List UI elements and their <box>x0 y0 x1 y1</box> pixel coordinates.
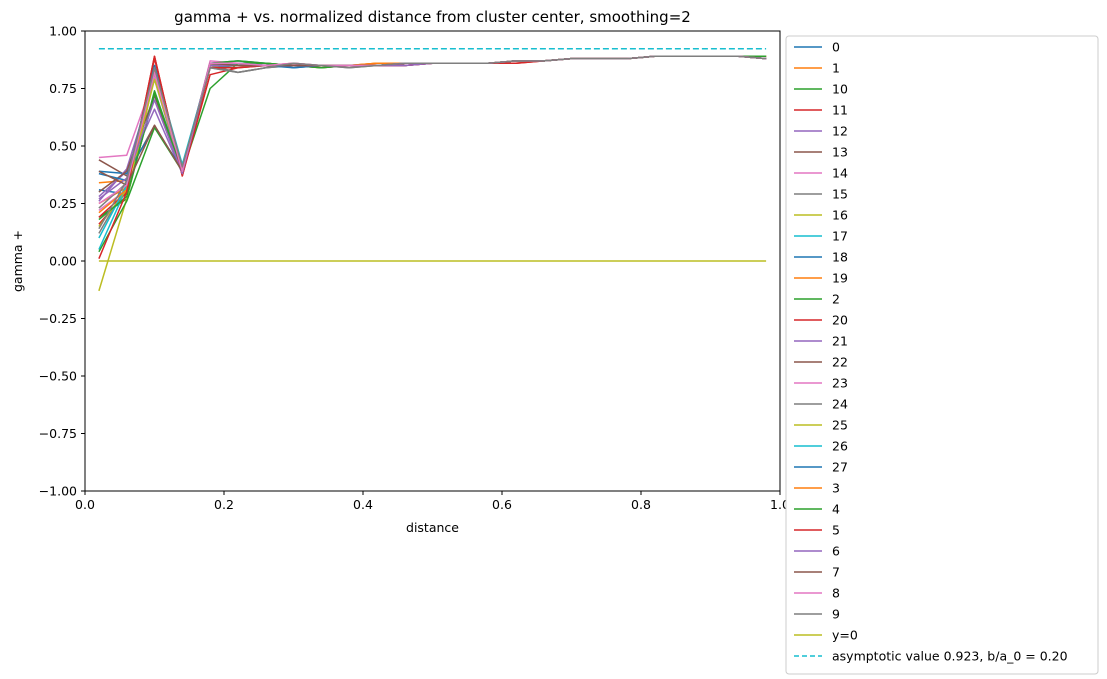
legend-entry: 22 <box>794 355 848 370</box>
legend-label: 21 <box>832 334 848 349</box>
legend-entry: y=0 <box>794 628 858 643</box>
y-tick-label: 0.00 <box>49 254 77 269</box>
legend-label: 3 <box>832 481 840 496</box>
reference-lines <box>98 47 767 262</box>
y-tick-label: −0.50 <box>39 369 77 384</box>
chart-title: gamma + vs. normalized distance from clu… <box>174 8 691 26</box>
legend-label: 8 <box>832 586 840 601</box>
y-axis-ticks: −1.00 −0.75 −0.50 −0.25 0.00 0.25 0.50 0.75 1.00 <box>39 24 85 499</box>
legend-entry: 20 <box>794 313 848 328</box>
legend-label: 19 <box>832 271 848 286</box>
legend-label: 23 <box>832 376 848 391</box>
legend-entry: 5 <box>794 523 840 538</box>
x-axis-label: distance <box>406 520 459 535</box>
legend-entry: 19 <box>794 271 848 286</box>
plot-lines <box>98 55 767 292</box>
legend-label: 24 <box>832 397 848 412</box>
legend-label: 22 <box>832 355 848 370</box>
legend-label: 15 <box>832 187 848 202</box>
x-tick-label: 0.2 <box>214 497 234 512</box>
series-line-9 <box>98 55 767 230</box>
legend-entry: 4 <box>794 502 840 517</box>
legend-label: asymptotic value 0.923, b/a_0 = 0.20 <box>832 649 1068 664</box>
legend-label: 6 <box>832 544 840 559</box>
legend: 0 1 10 11 12 13 14 15 16 17 18 19 2 20 21 22 23 24 25 26 27 3… <box>785 35 1099 675</box>
legend-entry: 2 <box>794 292 840 307</box>
legend-label: 14 <box>832 166 848 181</box>
x-tick-label: 0.0 <box>75 497 95 512</box>
y-tick-label: −0.75 <box>39 426 77 441</box>
legend-label: 26 <box>832 439 848 454</box>
legend-entry: 16 <box>794 208 848 223</box>
legend-box <box>785 35 1099 675</box>
x-tick-label: 0.8 <box>631 497 651 512</box>
legend-label: 16 <box>832 208 848 223</box>
legend-label: 7 <box>832 565 840 580</box>
x-tick-label: 0.6 <box>492 497 512 512</box>
legend-label: 20 <box>832 313 848 328</box>
legend-entry: 21 <box>794 334 848 349</box>
legend-entry: 9 <box>794 607 840 622</box>
y-tick-label: 0.75 <box>49 81 77 96</box>
legend-label: 0 <box>832 40 840 55</box>
x-axis-ticks: 0.0 0.2 0.4 0.6 0.8 1.0 <box>75 491 790 512</box>
legend-label: 17 <box>832 229 848 244</box>
legend-entry: 12 <box>794 124 848 139</box>
legend-entry: 10 <box>794 82 848 97</box>
legend-label: 13 <box>832 145 848 160</box>
legend-entry: 26 <box>794 439 848 454</box>
legend-label: 25 <box>832 418 848 433</box>
legend-entry: 1 <box>794 61 840 76</box>
legend-label: 1 <box>832 61 840 76</box>
legend-label: 12 <box>832 124 848 139</box>
legend-label: 27 <box>832 460 848 475</box>
legend-entry: 24 <box>794 397 848 412</box>
legend-entry: 15 <box>794 187 848 202</box>
legend-label: 10 <box>832 82 848 97</box>
legend-entry: 6 <box>794 544 840 559</box>
legend-entry: 25 <box>794 418 848 433</box>
legend-entry: 23 <box>794 376 848 391</box>
legend-entry: 8 <box>794 586 840 601</box>
legend-entry: 3 <box>794 481 840 496</box>
legend-entry: 13 <box>794 145 848 160</box>
legend-entry: 27 <box>794 460 848 475</box>
y-axis-label: gamma + <box>10 230 25 292</box>
legend-label: 18 <box>832 250 848 265</box>
legend-entry: asymptotic value 0.923, b/a_0 = 0.20 <box>794 649 1068 664</box>
legend-entry: 17 <box>794 229 848 244</box>
x-tick-label: 0.4 <box>353 497 373 512</box>
y-tick-label: −1.00 <box>39 484 77 499</box>
legend-label: 4 <box>832 502 840 517</box>
legend-entry: 11 <box>794 103 848 118</box>
legend-entry: 14 <box>794 166 848 181</box>
y-tick-label: −0.25 <box>39 311 77 326</box>
legend-label: 11 <box>832 103 848 118</box>
legend-label: 5 <box>832 523 840 538</box>
legend-entry: 18 <box>794 250 848 265</box>
legend-label: 2 <box>832 292 840 307</box>
legend-entry: 0 <box>794 40 840 55</box>
x-tick-label: 1.0 <box>770 497 790 512</box>
y-tick-label: 0.25 <box>49 196 77 211</box>
y-tick-label: 0.50 <box>49 139 77 154</box>
legend-label: 9 <box>832 607 840 622</box>
y-tick-label: 1.00 <box>49 24 77 39</box>
legend-label: y=0 <box>832 628 858 643</box>
legend-entry: 7 <box>794 565 840 580</box>
